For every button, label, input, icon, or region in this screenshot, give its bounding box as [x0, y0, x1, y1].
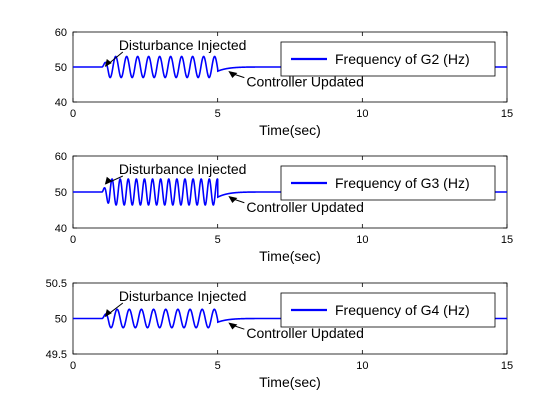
- x-tick-label: 0: [70, 360, 76, 372]
- subplot-2: 0 5 10 15 40 50 60 Time(sec) Frequency of G3 (Hz…: [55, 151, 513, 264]
- y-tick-label: 50: [55, 314, 67, 326]
- legend: Frequency of G3 (Hz): [280, 165, 496, 201]
- y-tick-label: 50.5: [46, 278, 67, 290]
- annotation-controller-updated: Controller Updated: [246, 74, 364, 90]
- y-tick-label: 49.5: [46, 349, 67, 361]
- annotation-arrowhead: [104, 176, 112, 185]
- legend-label: Frequency of G3 (Hz): [335, 175, 470, 191]
- annotation-disturbance-injected: Disturbance Injected: [119, 37, 247, 53]
- x-tick-label: 15: [501, 360, 513, 372]
- x-axis-label: Time(sec): [259, 374, 321, 390]
- x-tick-label: 10: [356, 108, 368, 120]
- subplot-3: 0 5 10 15 49.5 50 50.5 Time(sec) Frequency of G4…: [46, 278, 514, 390]
- x-tick-label: 5: [215, 108, 221, 120]
- x-tick-label: 10: [356, 234, 368, 246]
- x-tick-label: 0: [70, 234, 76, 246]
- y-tick-label: 40: [55, 223, 67, 235]
- annotation-arrowhead: [228, 71, 238, 78]
- subplot-1: 0 5 10 15 40 50 60 Time(sec) Frequency of G2 (Hz…: [55, 27, 513, 138]
- y-tick-label: 60: [55, 151, 67, 163]
- annotation-arrowhead: [228, 322, 238, 330]
- y-tick-label: 40: [55, 97, 67, 109]
- y-tick-label: 50: [55, 62, 67, 74]
- annotation-disturbance-injected: Disturbance Injected: [119, 288, 247, 304]
- legend: Frequency of G2 (Hz): [280, 41, 496, 77]
- annotation-controller-updated: Controller Updated: [246, 199, 364, 215]
- x-tick-label: 10: [356, 360, 368, 372]
- annotation-controller-updated: Controller Updated: [246, 325, 364, 341]
- x-tick-label: 5: [215, 360, 221, 372]
- annotation-arrowhead: [104, 309, 112, 318]
- y-tick-label: 60: [55, 27, 67, 39]
- legend-label: Frequency of G2 (Hz): [335, 51, 470, 67]
- x-tick-label: 0: [70, 108, 76, 120]
- x-tick-label: 15: [501, 234, 513, 246]
- annotation-arrowhead: [228, 196, 238, 203]
- x-tick-label: 15: [501, 108, 513, 120]
- x-axis-label: Time(sec): [259, 122, 321, 138]
- legend: Frequency of G4 (Hz): [280, 292, 496, 328]
- x-tick-label: 5: [215, 234, 221, 246]
- x-axis-label: Time(sec): [259, 248, 321, 264]
- annotation-arrowhead: [104, 59, 112, 67]
- legend-label: Frequency of G4 (Hz): [335, 302, 470, 318]
- y-tick-label: 50: [55, 187, 67, 199]
- annotation-disturbance-injected: Disturbance Injected: [119, 161, 247, 177]
